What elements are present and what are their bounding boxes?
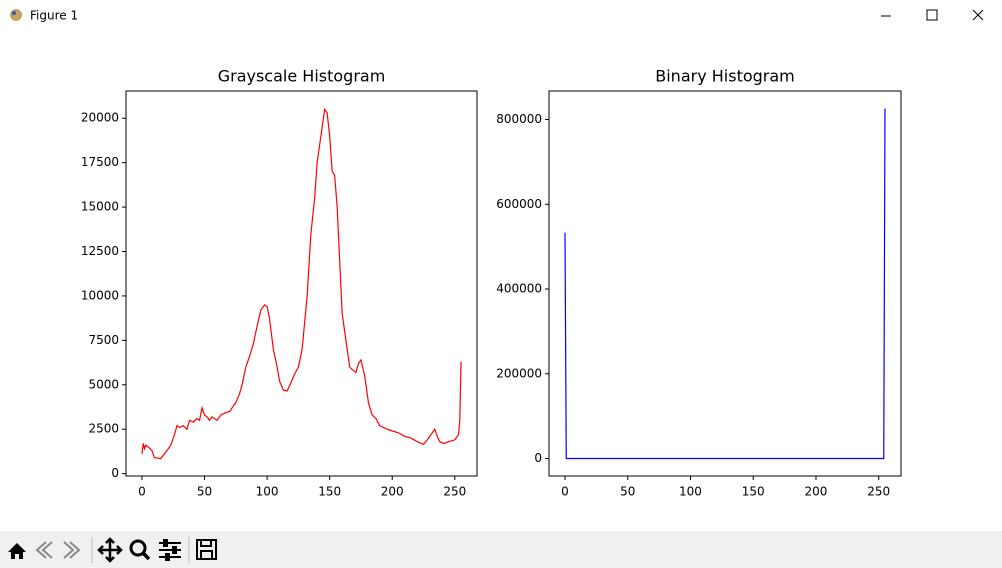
close-button[interactable]: [972, 9, 984, 21]
y-tick-label: 17500: [81, 155, 119, 169]
y-tick-label: 5000: [88, 377, 119, 391]
x-tick-label: 50: [620, 485, 635, 499]
x-tick-label: 250: [443, 485, 466, 499]
save-button[interactable]: [196, 539, 217, 560]
data-line: [141, 107, 462, 460]
app-icon: [10, 9, 22, 21]
x-tick-label: 150: [318, 485, 341, 499]
y-tick-label: 800000: [496, 112, 542, 126]
x-tick-label: 0: [138, 485, 146, 499]
home-button[interactable]: [8, 543, 26, 559]
x-tick-label: 50: [197, 485, 212, 499]
data-line: [564, 108, 886, 460]
x-tick-label: 100: [679, 485, 702, 499]
y-tick-label: 0: [111, 466, 119, 480]
y-tick-label: 10000: [81, 288, 119, 302]
y-tick-label: 7500: [88, 333, 119, 347]
forward-button[interactable]: [63, 541, 81, 559]
pan-button[interactable]: [97, 537, 123, 563]
y-tick-label: 2500: [88, 422, 119, 436]
y-tick-label: 20000: [81, 111, 119, 125]
y-tick-label: 12500: [81, 244, 119, 258]
title-bar: [0, 0, 1002, 31]
axes-frame: [125, 90, 478, 477]
y-tick-label: 600000: [496, 197, 542, 211]
y-tick-label: 0: [534, 451, 542, 465]
configure-button[interactable]: [159, 539, 181, 561]
x-tick-label: 0: [561, 485, 569, 499]
back-button[interactable]: [35, 541, 53, 559]
toolbar: [0, 531, 1002, 568]
y-tick-label: 400000: [496, 282, 542, 296]
x-tick-label: 250: [867, 485, 890, 499]
x-tick-label: 200: [805, 485, 828, 499]
x-tick-label: 200: [381, 485, 404, 499]
zoom-button[interactable]: [129, 539, 151, 561]
maximize-button[interactable]: [926, 9, 938, 21]
x-tick-label: 150: [742, 485, 765, 499]
axes-frame: [548, 90, 902, 477]
y-tick-label: 15000: [81, 200, 119, 214]
window-title: Figure 1: [30, 9, 78, 23]
y-tick-label: 200000: [496, 366, 542, 380]
chart-title: Grayscale Histogram: [218, 67, 386, 86]
chart-title: Binary Histogram: [655, 67, 795, 86]
x-tick-label: 100: [256, 485, 279, 499]
